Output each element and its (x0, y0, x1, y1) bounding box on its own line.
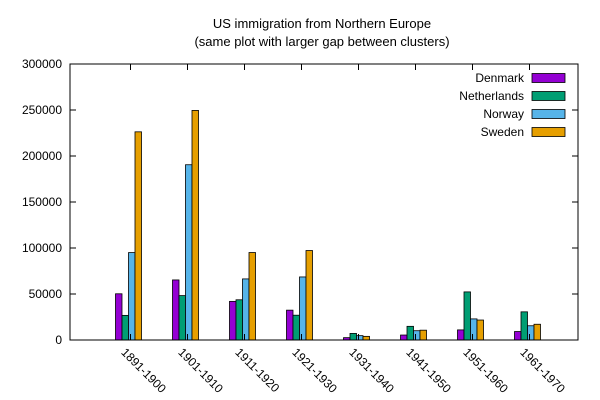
plot-frame (69, 63, 579, 341)
legend-label-norway: Norway (483, 107, 524, 121)
bar-denmark-1901-1910 (172, 279, 180, 341)
bar-norway-1951-1960 (470, 318, 478, 341)
bar-sweden-1901-1910 (191, 110, 199, 341)
bar-norway-1931-1940 (356, 335, 364, 341)
legend-swatch-norway (531, 109, 566, 119)
legend-swatch-netherlands (531, 91, 566, 101)
bar-sweden-1951-1960 (476, 319, 484, 341)
y-tick-label: 300000 (22, 57, 62, 71)
x-tick-label: 1961-1970 (517, 345, 568, 396)
x-tick-label: 1951-1960 (460, 345, 511, 396)
bar-norway-1921-1930 (299, 276, 307, 341)
plot-bars (115, 110, 541, 341)
x-tick-label: 1901-1910 (175, 345, 226, 396)
legend-label-sweden: Sweden (481, 125, 524, 139)
bar-norway-1891-1900 (128, 252, 136, 341)
x-tick-label: 1911-1920 (232, 345, 282, 395)
bar-denmark-1891-1900 (115, 293, 123, 341)
chart-title: US immigration from Northern Europe (213, 16, 431, 31)
legend-label-denmark: Denmark (475, 71, 525, 85)
bar-denmark-1911-1920 (229, 300, 237, 341)
bar-denmark-1921-1930 (286, 309, 294, 341)
bar-sweden-1911-1920 (248, 252, 256, 341)
x-tick-label: 1941-1950 (403, 345, 454, 396)
bar-norway-1901-1910 (185, 164, 193, 341)
y-tick-label: 250000 (22, 103, 62, 117)
x-tick-label: 1931-1940 (346, 345, 397, 396)
bar-denmark-1951-1960 (457, 329, 465, 341)
y-tick-label: 200000 (22, 149, 62, 163)
bar-norway-1911-1920 (242, 278, 250, 341)
bar-netherlands-1961-1970 (520, 311, 528, 341)
bar-sweden-1961-1970 (533, 323, 541, 341)
bar-sweden-1891-1900 (134, 131, 142, 341)
x-tick-label: 1891-1900 (118, 345, 169, 396)
bar-netherlands-1891-1900 (121, 314, 129, 341)
y-tick-label: 100000 (22, 241, 62, 255)
y-tick-label: 0 (55, 333, 62, 347)
bar-norway-1941-1950 (413, 330, 421, 341)
bar-netherlands-1931-1940 (349, 333, 357, 341)
bar-sweden-1931-1940 (362, 335, 370, 341)
x-tick-label: 1921-1930 (289, 345, 340, 396)
bar-sweden-1921-1930 (305, 250, 313, 341)
bar-netherlands-1941-1950 (406, 325, 414, 341)
bar-netherlands-1911-1920 (235, 299, 243, 341)
legend-label-netherlands: Netherlands (459, 89, 524, 103)
y-axis: 0 50000 100000 150000 200000 250000 300000 (22, 57, 578, 347)
legend: Denmark Netherlands Norway Sweden (459, 71, 566, 139)
bar-norway-1961-1970 (527, 325, 535, 341)
y-tick-label: 50000 (29, 287, 63, 301)
bar-denmark-1961-1970 (514, 331, 522, 341)
bar-denmark-1941-1950 (400, 334, 408, 341)
chart-subtitle: (same plot with larger gap between clust… (194, 34, 449, 49)
bar-netherlands-1901-1910 (178, 295, 186, 341)
bar-sweden-1941-1950 (419, 329, 427, 341)
y-tick-label: 150000 (22, 195, 62, 209)
legend-swatch-sweden (531, 127, 566, 137)
legend-swatch-denmark (531, 73, 566, 83)
bar-netherlands-1921-1930 (292, 314, 300, 341)
bar-netherlands-1951-1960 (463, 291, 471, 341)
